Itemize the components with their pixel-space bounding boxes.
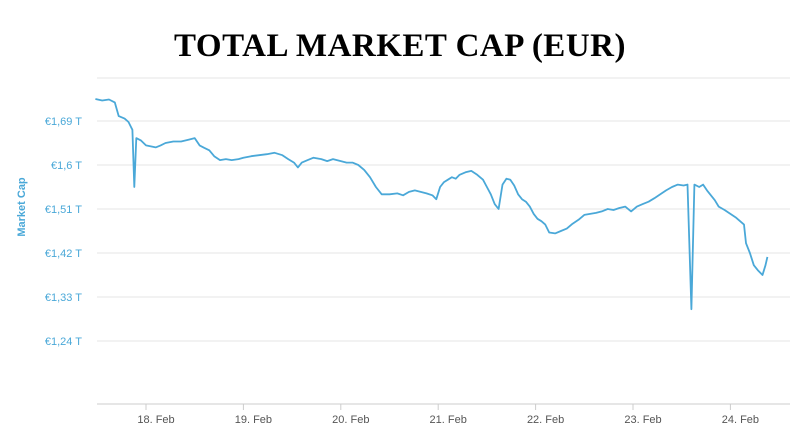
- x-tick-label: 21. Feb: [430, 414, 467, 426]
- x-axis: 18. Feb 19. Feb 20. Feb 21. Feb 22. Feb 23. F…: [97, 403, 790, 426]
- y-axis-ticks: €1,69 T €1,6 T €1,51 T €1,42 T €1,33 T €1,24 …: [45, 116, 82, 348]
- y-tick-label: €1,6 T: [51, 160, 82, 172]
- chart-title: TOTAL MARKET CAP (EUR): [174, 28, 626, 64]
- y-tick-label: €1,69 T: [45, 116, 82, 128]
- x-tick-label: 19. Feb: [235, 414, 272, 426]
- x-tick-label: 20. Feb: [332, 414, 369, 426]
- x-tick-label: 18. Feb: [137, 414, 174, 426]
- series-line: [95, 98, 769, 311]
- y-axis-label: Market Cap: [16, 177, 28, 237]
- x-tick-label: 22. Feb: [527, 414, 564, 426]
- x-tick-label: 24. Feb: [722, 414, 759, 426]
- series-group: [95, 98, 769, 311]
- y-tick-label: €1,33 T: [45, 292, 82, 304]
- grid-lines: [97, 77, 790, 342]
- y-tick-label: €1,51 T: [45, 204, 82, 216]
- y-tick-label: €1,42 T: [45, 248, 82, 260]
- x-tick-label: 23. Feb: [624, 414, 661, 426]
- y-tick-label: €1,24 T: [45, 336, 82, 348]
